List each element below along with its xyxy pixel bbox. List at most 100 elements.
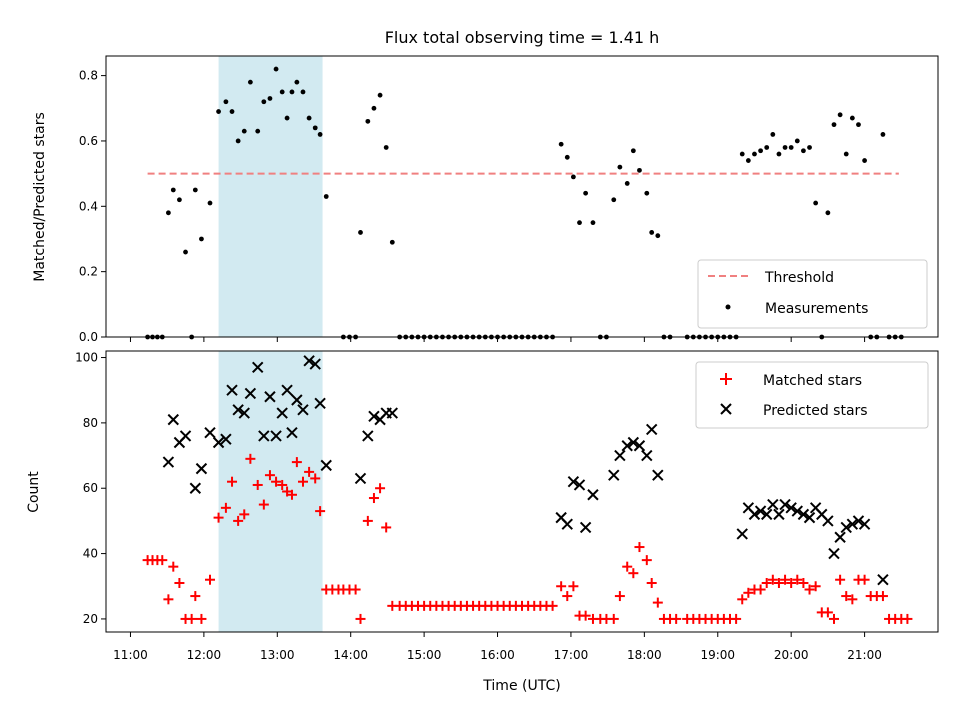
marker-stroke — [858, 518, 871, 530]
x-tick-label: 12:00 — [187, 648, 222, 662]
count-panel: 20 40 60 80 100 11:00 12:00 13:00 14:00 15:00 16:… — [26, 350, 939, 694]
data-point — [736, 528, 748, 540]
data-point — [608, 613, 619, 624]
marker-stroke — [754, 505, 767, 517]
data-point — [877, 591, 888, 602]
marker-stroke — [276, 407, 288, 419]
count-y-axis-label: Count — [26, 471, 42, 513]
data-point — [803, 511, 816, 524]
data-point — [788, 145, 794, 150]
legend-measurements-label: Measurements — [765, 301, 868, 317]
data-point — [779, 498, 791, 511]
marker-stroke — [803, 511, 816, 524]
data-point — [862, 158, 867, 163]
data-point — [743, 587, 754, 598]
data-point — [856, 122, 861, 128]
y-tick-label: 0.4 — [79, 199, 98, 213]
data-point — [633, 440, 646, 452]
marker-stroke — [760, 508, 773, 521]
data-point — [835, 574, 846, 585]
marker-stroke — [773, 508, 785, 521]
data-point — [828, 547, 840, 560]
marker-stroke — [238, 407, 250, 419]
data-point — [624, 181, 630, 186]
marker-stroke — [587, 489, 599, 501]
data-point — [829, 613, 839, 624]
data-point — [297, 476, 308, 487]
data-point — [634, 542, 645, 553]
data-point — [628, 568, 639, 579]
x-axis-label: Time (UTC) — [482, 678, 560, 694]
data-point — [752, 151, 757, 157]
y-tick-label: 60 — [83, 481, 98, 495]
data-point — [317, 132, 323, 137]
marker-stroke — [645, 423, 658, 436]
data-point — [381, 522, 392, 533]
data-point — [776, 151, 782, 157]
marker-stroke — [779, 498, 791, 511]
marker-stroke — [579, 521, 592, 534]
data-point — [782, 145, 788, 150]
marker-stroke — [641, 449, 653, 462]
marker-stroke — [809, 502, 822, 514]
data-point — [294, 79, 300, 85]
x-tick-label: 19:00 — [700, 648, 735, 662]
marker-stroke — [179, 430, 192, 442]
legend-threshold-label: Threshold — [764, 270, 834, 286]
data-point — [587, 489, 599, 501]
data-point — [580, 610, 591, 621]
data-point — [258, 430, 270, 442]
marker-stroke — [791, 505, 804, 517]
data-point — [627, 436, 640, 449]
marker-stroke — [614, 449, 626, 462]
marker-stroke — [816, 508, 828, 521]
data-point — [252, 361, 264, 374]
data-point — [877, 574, 889, 586]
data-point — [258, 499, 269, 510]
data-point — [562, 591, 573, 602]
observing-window-span — [218, 56, 323, 337]
data-point — [247, 79, 253, 85]
data-point — [797, 508, 810, 521]
data-point — [770, 132, 776, 137]
x-tick-label: 16:00 — [480, 648, 515, 662]
data-point — [350, 584, 361, 595]
data-point — [880, 132, 886, 137]
data-point — [212, 436, 225, 449]
data-point — [368, 410, 380, 423]
data-point — [223, 99, 229, 105]
data-point — [558, 141, 564, 147]
data-point — [573, 479, 586, 491]
x-tick-label: 13:00 — [260, 648, 295, 662]
marker-stroke — [303, 355, 315, 367]
data-point — [362, 430, 374, 442]
y-tick-label: 40 — [83, 547, 98, 561]
marker-stroke — [621, 440, 633, 452]
data-point — [383, 145, 389, 150]
data-point — [241, 128, 247, 134]
data-point — [641, 555, 652, 566]
data-point — [646, 577, 657, 588]
x-tick-label: 15:00 — [407, 648, 442, 662]
data-point — [199, 236, 204, 242]
data-point — [226, 384, 238, 396]
data-point — [655, 233, 661, 239]
count-legend-box — [695, 361, 929, 429]
data-point — [220, 502, 231, 513]
data-point — [649, 230, 655, 235]
data-point — [244, 387, 257, 400]
data-point — [758, 148, 763, 154]
legend-predicted-label: Predicted stars — [763, 403, 868, 419]
marker-stroke — [286, 426, 298, 439]
y-tick-label: 20 — [83, 612, 98, 626]
data-point — [773, 508, 785, 521]
data-point — [177, 197, 182, 203]
data-point — [652, 469, 664, 481]
marker-stroke — [736, 528, 748, 540]
data-point — [556, 581, 567, 592]
data-point — [785, 502, 797, 514]
marker-stroke — [555, 511, 567, 524]
data-point — [264, 470, 275, 481]
series-matched-stars — [142, 453, 913, 624]
data-point — [255, 128, 261, 134]
